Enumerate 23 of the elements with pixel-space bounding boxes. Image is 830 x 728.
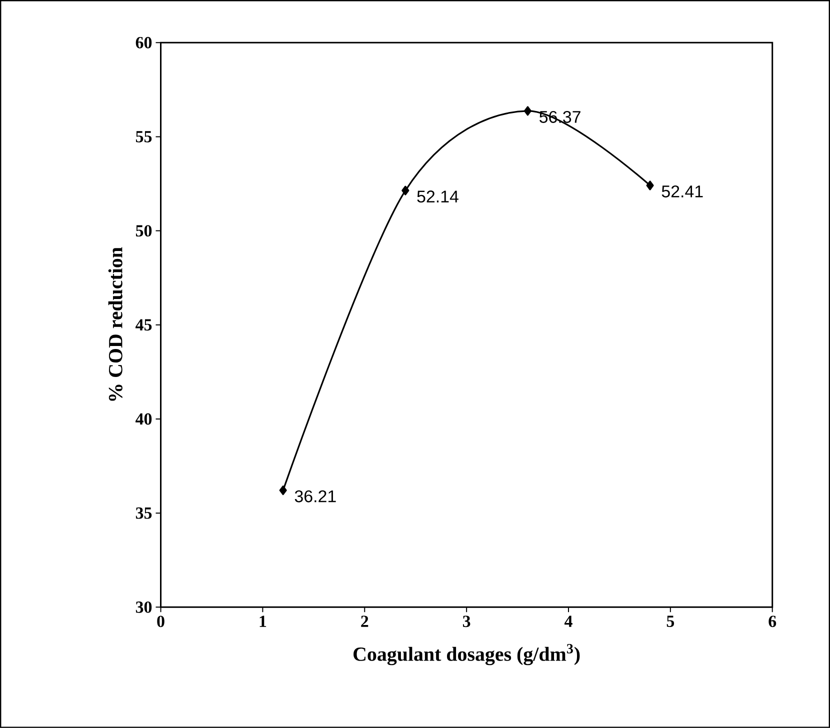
point bbox=[279, 486, 287, 496]
x-tick-label: 2 bbox=[361, 616, 368, 627]
y-tick-label: 45 bbox=[136, 319, 152, 331]
x-tick-label: 5 bbox=[666, 616, 674, 628]
x-tick-label: 1 bbox=[260, 616, 266, 627]
y-tick-label: 50 bbox=[136, 225, 152, 237]
data-label: 52.41 bbox=[662, 186, 703, 198]
data-label: 36.21 bbox=[294, 490, 336, 502]
y-tick-label: 60 bbox=[136, 36, 152, 48]
x-tick-label: 0 bbox=[157, 616, 164, 628]
x-tick-label: 3 bbox=[462, 616, 470, 628]
data-label: 52.14 bbox=[417, 190, 458, 203]
y-tick-label: 40 bbox=[136, 413, 152, 425]
y-tick-label: 35 bbox=[136, 507, 152, 519]
y-tick-label: 55 bbox=[136, 131, 152, 142]
y-tick-label: 30 bbox=[136, 602, 152, 613]
x-axis-title: Coagulant dosages (g/dm$^{3}$) bbox=[354, 644, 580, 666]
point bbox=[402, 186, 410, 196]
point bbox=[646, 180, 654, 190]
x-tick-label: 6 bbox=[768, 616, 776, 628]
x-tick-label: 4 bbox=[564, 616, 572, 627]
y-axis-title: % COD reduction bbox=[108, 247, 122, 401]
point bbox=[524, 106, 532, 116]
